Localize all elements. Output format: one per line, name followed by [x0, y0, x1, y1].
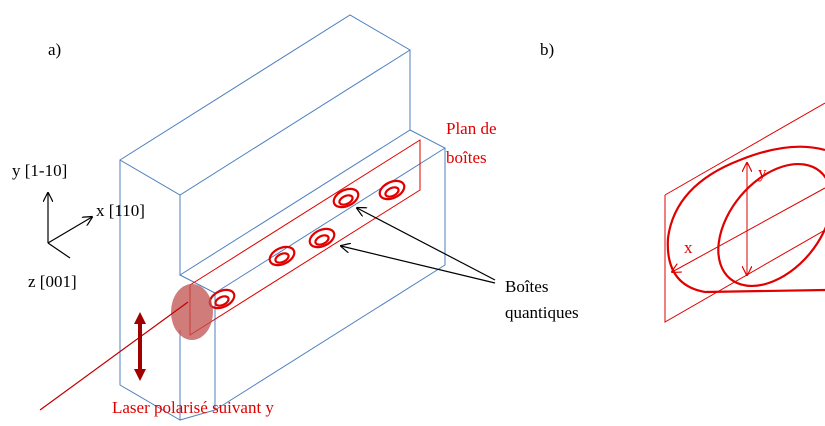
axes-icon — [48, 193, 92, 258]
laser-spot — [171, 284, 213, 340]
panel-b-drawing — [665, 103, 825, 322]
laser-beam — [40, 302, 188, 410]
laser-label: Laser polarisé suivant y — [112, 398, 274, 417]
dots-label: Boîtes — [505, 277, 548, 296]
plane-label: boîtes — [446, 148, 487, 167]
pointer-arrow — [357, 208, 495, 280]
axis-label: x — [684, 238, 693, 257]
panel-label: b) — [540, 40, 554, 59]
axis-label: y [1-10] — [12, 161, 67, 180]
plane-label: Plan de — [446, 119, 497, 138]
panel-label: a) — [48, 40, 61, 59]
axis-label: y — [758, 163, 767, 182]
quantum-dots — [207, 177, 407, 311]
crystal-block — [120, 15, 445, 420]
figure: a) b) y [1-10] x [110] z [001] Plan de b… — [0, 0, 825, 426]
axis-label: x [110] — [96, 201, 145, 220]
axis-label: z [001] — [28, 272, 77, 291]
dots-label: quantiques — [505, 303, 579, 322]
pointer-arrow — [341, 246, 495, 283]
